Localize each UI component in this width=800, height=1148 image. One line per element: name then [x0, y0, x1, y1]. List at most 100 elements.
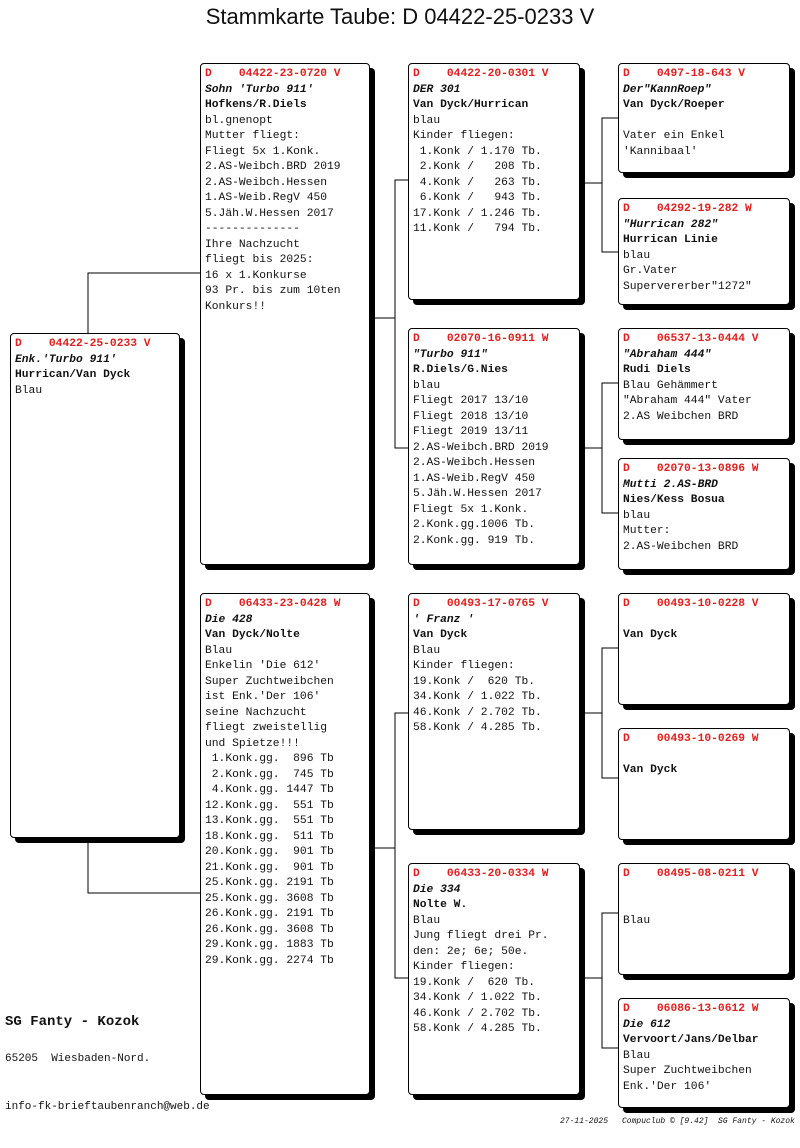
- info-line: 21.Konk.gg. 901 Tb: [205, 861, 334, 874]
- info-line: 6.Konk / 943 Tb.: [413, 192, 542, 204]
- info-line: 11.Konk / 794 Tb.: [413, 223, 542, 235]
- info-line: 2.Konk.gg. 919 Tb.: [413, 534, 536, 547]
- ring-number: D 02070-13-0896 W: [623, 463, 759, 475]
- info-line: 58.Konk / 4.285 Tb.: [413, 722, 542, 734]
- info-line: 2.AS-Weibch.BRD 2019: [413, 441, 549, 454]
- breeder: Hurrican Linie: [623, 234, 718, 246]
- info-line: Jung fliegt drei Pr.: [413, 930, 549, 942]
- pigeon-name: Die 428: [205, 613, 253, 626]
- info-line: 29.Konk.gg. 2274 Tb: [205, 954, 334, 967]
- breeder: Rudi Diels: [623, 364, 691, 376]
- pigeon-box: D 06537-13-0444 V "Abraham 444" Rudi Diels…: [618, 328, 790, 440]
- pigeon-name: ' Franz ': [413, 613, 475, 626]
- info-line: Fliegt 5x 1.Konk.: [413, 503, 529, 516]
- pigeon-name: "Hurrican 282": [623, 218, 718, 231]
- info-line: Vater ein Enkel: [623, 130, 725, 142]
- info-line: blau: [623, 249, 651, 262]
- info-line: Gr.Vater: [623, 265, 678, 277]
- info-line: 2.Konk.gg. 745 Tb: [205, 768, 334, 781]
- pigeon-box: D 00493-17-0765 V ' Franz ' Van Dyck Blau Ki…: [408, 593, 580, 830]
- pigeon-box: D 04292-19-282 W "Hurrican 282" Hurrican L…: [618, 198, 790, 305]
- info-line: 1.Konk / 1.170 Tb.: [413, 145, 542, 158]
- breeder: Van Dyck/Roeper: [623, 99, 725, 111]
- info-line: 17.Konk / 1.246 Tb.: [413, 207, 542, 220]
- info-line: 58.Konk / 4.285 Tb.: [413, 1023, 542, 1035]
- pigeon-box: D 02070-16-0911 W "Turbo 911" R.Diels/G.Ni…: [408, 328, 580, 565]
- info-line: Blau Gehämmert: [623, 379, 718, 392]
- ring-number: D 06433-20-0334 W: [413, 868, 549, 880]
- info-line: 4.Konk / 263 Tb.: [413, 176, 542, 189]
- pigeon-box: D 0497-18-643 V Der"KannRoep" Van Dyck/Roe…: [618, 63, 790, 173]
- info-line: --------------: [205, 223, 300, 235]
- pigeon-name: Mutti 2.AS-BRD: [623, 478, 718, 491]
- info-line: und Spietze!!!: [205, 737, 300, 750]
- info-line: 2.AS-Weibchen BRD: [623, 540, 739, 553]
- info-line: Enkelin 'Die 612': [205, 660, 321, 672]
- ring-number: D 02070-16-0911 W: [413, 333, 549, 345]
- info-line: den: 2e; 6e; 50e.: [413, 945, 529, 958]
- pigeon-name: Die 612: [623, 1018, 671, 1031]
- info-line: 46.Konk / 2.702 Tb.: [413, 706, 542, 719]
- info-line: 29.Konk.gg. 1883 Tb: [205, 939, 334, 951]
- pigeon-name: Sohn 'Turbo 911': [205, 83, 314, 96]
- info-line: Super Zuchtweibchen: [205, 675, 334, 688]
- info-line: 93 Pr. bis zum 10ten: [205, 285, 341, 297]
- breeder: Van Dyck: [413, 629, 468, 641]
- info-line: Fliegt 2017 13/10: [413, 395, 529, 407]
- info-line: Blau: [205, 644, 233, 657]
- info-line: 46.Konk / 2.702 Tb.: [413, 1007, 542, 1020]
- info-line: 1.AS-Weib.RegV 450: [413, 472, 536, 485]
- info-line: 34.Konk / 1.022 Tb.: [413, 992, 542, 1004]
- info-line: 16 x 1.Konkurse: [205, 269, 307, 282]
- info-line: fliegt bis 2025:: [205, 254, 314, 266]
- info-line: Blau: [413, 644, 441, 657]
- info-line: Blau: [15, 384, 43, 397]
- title: Stammkarte Taube: D 04422-25-0233 V: [205, 4, 595, 29]
- info-line: seine Nachzucht: [205, 706, 307, 719]
- breeder: R.Diels/G.Nies: [413, 364, 508, 376]
- pigeon-box: D 00493-10-0269 W Van Dyck: [618, 728, 790, 840]
- pigeon-box: D 04422-23-0720 V Sohn 'Turbo 911' Hofkens…: [200, 63, 370, 565]
- pigeon-name: Der"KannRoep": [623, 83, 712, 96]
- info-line: 19.Konk / 620 Tb.: [413, 675, 536, 688]
- address: 65205 Wiesbaden-Nord.: [5, 1053, 151, 1065]
- pigeon-name: "Abraham 444": [623, 348, 712, 361]
- breeder: Nolte W.: [413, 899, 468, 911]
- pigeon-name: Enk.'Turbo 911': [15, 353, 117, 366]
- ring-number: D 0497-18-643 V: [623, 68, 746, 80]
- pigeon-box: D 04422-20-0301 V DER 301 Van Dyck/Hurrica…: [408, 63, 580, 300]
- ring-number: D 04422-23-0720 V: [205, 68, 341, 80]
- info-line: 2.Konk / 208 Tb.: [413, 161, 542, 173]
- info-line: 26.Konk.gg. 3608 Tb: [205, 923, 334, 936]
- info-line: 'Kannibaal': [623, 145, 698, 158]
- info-line: fliegt zweistellig: [205, 722, 328, 734]
- ring-number: D 06433-23-0428 W: [205, 598, 341, 610]
- info-line: Blau: [623, 1049, 651, 1062]
- info-line: 25.Konk.gg. 3608 Tb: [205, 892, 334, 905]
- info-line: 19.Konk / 620 Tb.: [413, 976, 536, 989]
- ring-number: D 04292-19-282 W: [623, 203, 752, 215]
- pigeon-name: Die 334: [413, 883, 461, 896]
- info-line: Kinder fliegen:: [413, 130, 515, 142]
- info-line: Mutter fliegt:: [205, 130, 300, 142]
- breeder: Hofkens/R.Diels: [205, 99, 307, 111]
- info-line: 12.Konk.gg. 551 Tb: [205, 799, 334, 812]
- breeder: Van Dyck/Nolte: [205, 629, 300, 641]
- info-line: 1.Konk.gg. 896 Tb: [205, 753, 334, 765]
- info-line: 2.Konk.gg.1006 Tb.: [413, 519, 536, 531]
- info-line: Fliegt 2019 13/11: [413, 426, 529, 438]
- info-line: ist Enk.'Der 106': [205, 691, 321, 703]
- club-name: SG Fanty - Kozok: [5, 1014, 140, 1030]
- pigeon-box: D 06086-13-0612 W Die 612 Vervoort/Jans/De…: [618, 998, 790, 1108]
- pigeon-name: DER 301: [413, 83, 461, 96]
- pigeon-name: "Turbo 911": [413, 348, 488, 361]
- info-line: Enk.'Der 106': [623, 1080, 712, 1093]
- info-line: 25.Konk.gg. 2191 Tb: [205, 877, 334, 889]
- info-line: Kinder fliegen:: [413, 961, 515, 973]
- info-line: Ihre Nachzucht: [205, 238, 300, 251]
- info-line: 1.AS-Weib.RegV 450: [205, 192, 328, 204]
- info-line: blau: [413, 114, 441, 127]
- info-line: 2.AS-Weibch.Hessen: [413, 457, 536, 469]
